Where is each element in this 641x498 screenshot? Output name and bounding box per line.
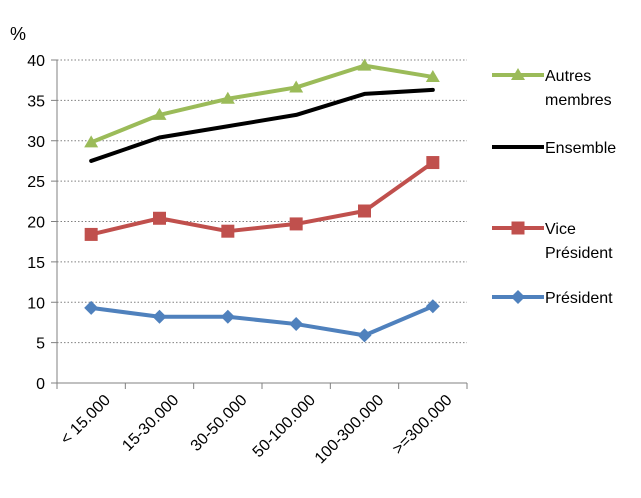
data-point-autres-membres — [425, 69, 440, 82]
data-point-autres-membres — [84, 135, 99, 148]
legend-label: membres — [545, 92, 612, 109]
series-line-pr-sident — [89, 304, 435, 338]
axes — [51, 59, 468, 389]
x-tick-labels: < 15.000 15-30.000 30-50.000 50-100.000100-… — [58, 392, 456, 468]
data-point-pr-sident — [357, 328, 372, 343]
y-tick-labels: 0 5 10 15 20 25 30 35 40 — [27, 53, 45, 393]
data-point-pr-sident — [84, 300, 99, 315]
x-tick-label: 100-300.000 — [312, 392, 388, 468]
legend-marker — [511, 290, 525, 304]
legend-label: Vice — [545, 221, 576, 238]
data-point-vice-pr-sident — [221, 224, 235, 238]
data-point-autres-membres — [152, 107, 167, 120]
y-tick-label: 40 — [27, 53, 45, 70]
data-point-autres-membres — [357, 58, 372, 71]
series-lines — [84, 58, 440, 343]
data-point-pr-sident — [152, 309, 167, 324]
legend-item-autres-membres: Autres membres — [492, 68, 612, 109]
y-tick-label: 20 — [27, 215, 45, 232]
legend: Autres membres Ensemble Vice Président Présid… — [492, 68, 616, 307]
series-line-vice-pr-sident — [89, 160, 435, 237]
y-tick-label: 5 — [36, 336, 45, 353]
y-tick-label: 25 — [27, 174, 45, 191]
legend-label: Président — [545, 290, 613, 307]
legend-label: Président — [545, 245, 613, 262]
data-point-vice-pr-sident — [153, 211, 166, 225]
data-point-vice-pr-sident — [426, 156, 440, 170]
legend-marker — [511, 221, 525, 235]
data-point-vice-pr-sident — [289, 217, 303, 231]
legend-label: Autres — [545, 68, 591, 85]
x-tick-label: 50-100.000 — [250, 392, 319, 461]
legend-item-pr-sident: Président — [492, 290, 613, 307]
series-line-autres-membres — [89, 63, 435, 145]
data-point-pr-sident — [289, 317, 304, 332]
x-tick-label: < 15.000 — [58, 392, 114, 448]
y-tick-label: 10 — [27, 295, 45, 312]
legend-item-vice-pr-sident: Vice Président — [492, 221, 613, 262]
data-point-pr-sident — [220, 309, 235, 324]
data-point-vice-pr-sident — [84, 227, 98, 241]
data-point-autres-membres — [289, 80, 304, 93]
data-point-autres-membres — [220, 91, 235, 104]
y-axis-unit-label: % — [10, 24, 26, 44]
x-tick-label: 15-30.000 — [119, 392, 182, 455]
y-tick-label: 30 — [27, 134, 45, 151]
y-tick-label: 0 — [36, 376, 45, 393]
y-tick-label: 15 — [27, 255, 45, 272]
x-tick-label: >=300.000 — [390, 392, 456, 458]
x-tick-label: 30-50.000 — [188, 392, 251, 455]
y-tick-label: 35 — [27, 93, 45, 110]
legend-marker — [511, 68, 525, 80]
data-point-pr-sident — [425, 299, 440, 314]
legend-label: Ensemble — [545, 140, 616, 157]
legend-item-ensemble: Ensemble — [492, 140, 616, 157]
data-point-vice-pr-sident — [358, 204, 371, 218]
gridlines — [57, 59, 467, 344]
series-line-ensemble — [89, 87, 435, 163]
